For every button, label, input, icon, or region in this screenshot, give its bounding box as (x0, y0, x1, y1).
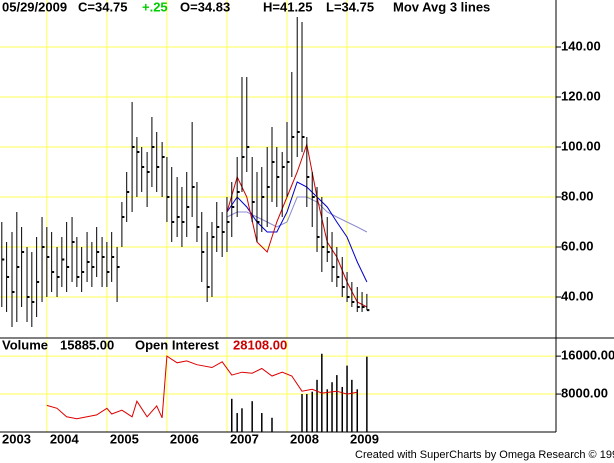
header-text: Mov Avg 3 lines (393, 0, 490, 14)
x-tick-label: 2006 (170, 431, 199, 446)
grid (0, 0, 556, 432)
header-text: +.25 (142, 0, 168, 14)
y-tick-label: 40.00 (561, 288, 594, 303)
footer: Created with SuperCharts by Omega Resear… (355, 449, 614, 461)
header-text: Volume (2, 337, 48, 352)
header-text: C=34.75 (78, 0, 128, 14)
x-tick-label: 2005 (110, 431, 139, 446)
open-interest-line (46, 355, 358, 420)
x-tick-label: 2009 (350, 431, 379, 446)
y-tick-label: 16000.00 (561, 348, 614, 363)
header-text: Open Interest (135, 337, 219, 352)
header-text: L=34.75 (326, 0, 374, 14)
x-tick-label: 2003 (2, 431, 31, 446)
x-tick-label: 2004 (50, 431, 80, 446)
moving-average (226, 142, 368, 308)
header-text: 05/29/2009 (2, 0, 67, 14)
y-tick-label: 140.00 (561, 38, 601, 53)
y-tick-label: 120.00 (561, 88, 601, 103)
header-text: H=41.25 (263, 0, 313, 14)
x-tick-label: 2008 (290, 431, 319, 446)
x-tick-label: 2007 (230, 431, 259, 446)
header-text: O=34.83 (180, 0, 230, 14)
y-tick-label: 8000.00 (561, 385, 608, 400)
header-text: 15885.00 (60, 337, 114, 352)
y-tick-label: 100.00 (561, 138, 601, 153)
header-text: 28108.00 (233, 337, 287, 352)
y-tick-label: 60.00 (561, 238, 594, 253)
y-tick-label: 80.00 (561, 188, 594, 203)
